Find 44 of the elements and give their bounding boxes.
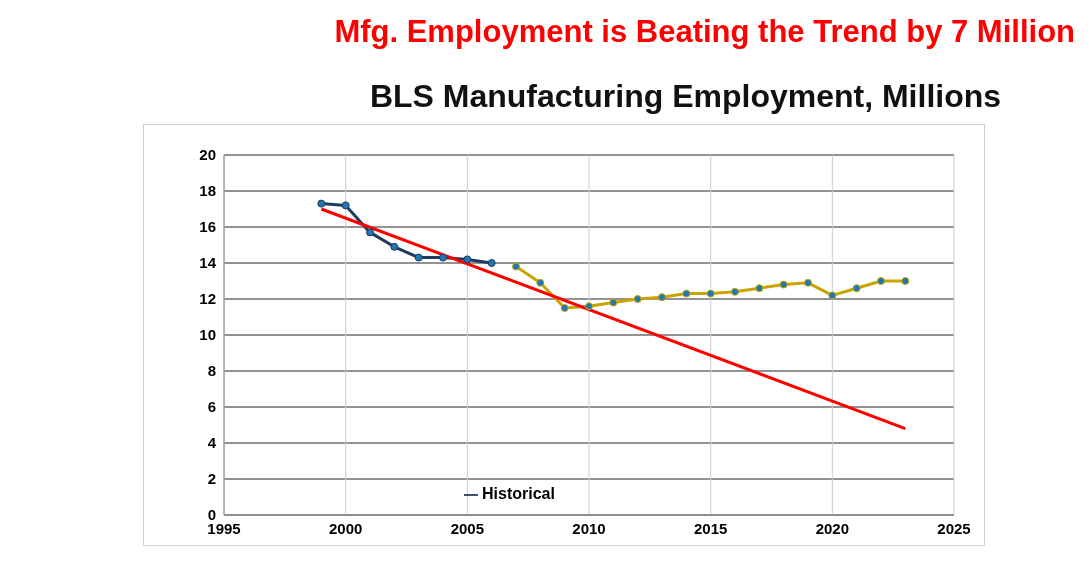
point	[804, 278, 812, 287]
point	[414, 253, 423, 262]
point	[512, 262, 520, 271]
point	[366, 228, 374, 237]
point	[877, 277, 885, 285]
legend-label: Historical	[482, 485, 555, 502]
y-tick-label: 10	[199, 326, 216, 344]
point	[755, 284, 764, 293]
y-tick-label: 16	[199, 218, 216, 236]
y-tick-label: 4	[207, 434, 217, 452]
point	[536, 278, 545, 287]
y-tick-label: 6	[207, 398, 216, 416]
point	[706, 289, 715, 298]
x-tick-label: 2010	[572, 519, 606, 537]
point	[852, 284, 861, 293]
y-tick-label: 2	[207, 470, 216, 488]
y-tick-label: 8	[207, 362, 216, 380]
point	[682, 289, 691, 298]
point	[633, 295, 642, 303]
point	[439, 253, 447, 262]
point	[585, 302, 593, 311]
point	[487, 259, 496, 267]
chart-title: Mfg. Employment is Beating the Trend by 7 Million	[334, 14, 1075, 50]
x-tick-label: 2020	[815, 519, 850, 537]
point	[779, 280, 788, 289]
x-tick-label: 2025	[937, 519, 971, 537]
point	[390, 242, 399, 251]
point	[658, 293, 666, 302]
point	[731, 287, 739, 296]
y-tick-label: 14	[199, 254, 217, 272]
y-tick-label: 20	[199, 146, 216, 164]
y-tick-label: 18	[199, 182, 216, 200]
point	[901, 277, 910, 285]
point	[317, 199, 326, 208]
point	[560, 304, 569, 312]
chart-subtitle: BLS Manufacturing Employment, Millions	[368, 78, 1003, 115]
y-tick-label: 12	[199, 290, 216, 308]
point	[341, 201, 350, 210]
point	[609, 298, 618, 307]
x-tick-label: 2005	[450, 519, 485, 537]
point	[463, 255, 472, 264]
x-tick-label: 2015	[693, 519, 728, 537]
point	[828, 291, 837, 300]
x-tick-label: 2000	[328, 519, 363, 537]
